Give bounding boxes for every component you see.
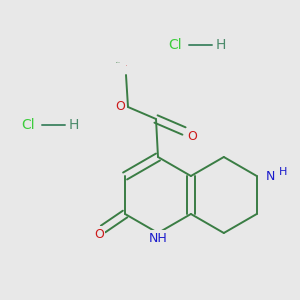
Text: O: O bbox=[94, 227, 104, 241]
Text: methyl: methyl bbox=[116, 62, 120, 63]
Text: H: H bbox=[279, 167, 287, 177]
Text: O: O bbox=[125, 64, 127, 65]
Text: N: N bbox=[266, 169, 275, 182]
Text: O: O bbox=[115, 100, 125, 113]
Text: Cl: Cl bbox=[168, 38, 182, 52]
Text: O: O bbox=[187, 130, 197, 142]
Text: NH: NH bbox=[148, 232, 167, 244]
Text: Cl: Cl bbox=[21, 118, 35, 132]
Text: H: H bbox=[216, 38, 226, 52]
Text: H: H bbox=[69, 118, 79, 132]
